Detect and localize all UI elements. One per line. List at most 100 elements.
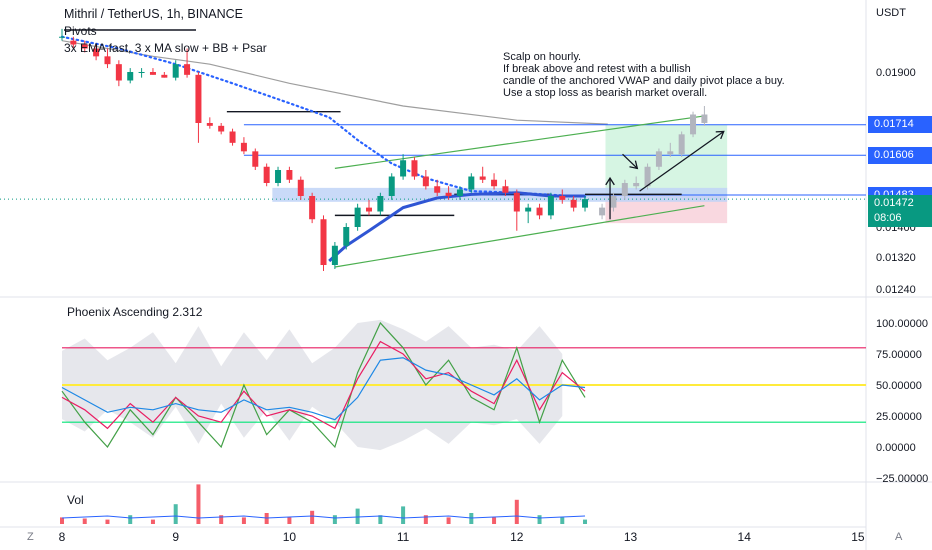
- projected-candle: [599, 207, 606, 216]
- volume-bar: [355, 508, 360, 524]
- candle: [309, 196, 316, 220]
- chart-title: Mithril / TetherUS, 1h, BINANCE: [64, 7, 243, 21]
- zoom-icon[interactable]: Z: [27, 531, 34, 543]
- oscillator-tick-label: 0.00000: [876, 442, 916, 454]
- time-tick-label: 15: [851, 530, 865, 544]
- time-axis[interactable]: 8 9 10 11 12 13 14 15: [59, 530, 865, 544]
- up-arrow-head: [605, 176, 615, 186]
- time-tick-label: 10: [283, 530, 297, 544]
- volume-bar: [105, 519, 110, 524]
- price-tick-label: 0.01240: [876, 284, 916, 296]
- volume-bar: [378, 515, 383, 524]
- candle: [286, 170, 293, 180]
- candle: [422, 176, 429, 187]
- candle: [70, 40, 77, 45]
- candle: [468, 176, 475, 190]
- candle: [218, 125, 225, 132]
- retest-arrow: [622, 153, 638, 169]
- projected-candle: [667, 151, 674, 155]
- oscillator-title[interactable]: Phoenix Ascending 2.312: [67, 305, 203, 319]
- oscillator-axis[interactable]: 100.00000 75.00000 50.00000 25.00000 0.00000…: [876, 318, 928, 485]
- candle: [206, 123, 213, 126]
- trade-zones: [272, 124, 728, 224]
- volume-bar: [173, 504, 178, 524]
- price-tag: 0.01472: [868, 195, 932, 213]
- candle: [559, 196, 566, 200]
- projected-candle: [633, 183, 640, 187]
- oscillator-series-line: [61, 357, 586, 421]
- candle: [149, 72, 156, 75]
- indicator-pivots-label[interactable]: Pivots: [64, 24, 97, 38]
- volume-bar: [241, 517, 246, 524]
- projected-candle: [610, 196, 617, 208]
- candle: [195, 74, 202, 123]
- indicator-ma-label[interactable]: 3x EMA fast, 3 x MA slow + BB + Psar: [64, 41, 267, 55]
- slow-ma-path: [61, 40, 608, 125]
- candle: [331, 245, 338, 265]
- projected-candle: [701, 114, 708, 123]
- projected-candle: [644, 166, 651, 187]
- candle: [161, 74, 168, 78]
- candle: [400, 160, 407, 177]
- volume-bar: [560, 517, 565, 524]
- slow-ma-line: [61, 40, 608, 125]
- candle: [263, 166, 270, 183]
- candle: [81, 44, 88, 49]
- candle: [479, 176, 486, 180]
- volume-ma-path: [61, 515, 586, 519]
- candle: [491, 179, 498, 187]
- candle: [138, 72, 145, 73]
- candle: [365, 207, 372, 212]
- time-tick-label: 11: [397, 530, 410, 544]
- candle: [115, 64, 122, 81]
- price-tag: 0.01606: [868, 146, 932, 164]
- candle: [240, 142, 247, 152]
- candle: [377, 196, 384, 212]
- price-tag: 0.01714: [868, 116, 932, 134]
- channel-upper-line: [334, 115, 705, 169]
- annotation-text: Scalp on hourly. If break above and rete…: [503, 51, 785, 99]
- candle: [59, 36, 65, 38]
- candle: [547, 196, 554, 216]
- volume-bar: [423, 515, 428, 524]
- oscillator-tick-label: −25.00000: [876, 473, 928, 485]
- oscillator-tick-label: 25.00000: [876, 411, 922, 423]
- candle: [456, 189, 463, 196]
- volume-pane[interactable]: [60, 484, 588, 524]
- oscillator-tick-label: 100.00000: [876, 318, 928, 330]
- volume-bar: [287, 517, 292, 524]
- candle: [93, 48, 100, 57]
- oscillator-lines: [61, 321, 586, 449]
- target-arrow-head: [715, 130, 725, 140]
- candle: [354, 207, 361, 227]
- price-channel: [334, 115, 705, 268]
- projected-candle: [678, 134, 685, 155]
- candle: [297, 179, 304, 196]
- volume-bar: [60, 517, 64, 524]
- oscillator-tick-label: 75.00000: [876, 349, 922, 361]
- annotation-line: Scalp on hourly.: [503, 51, 581, 63]
- candle: [275, 170, 282, 183]
- volume-bar: [583, 519, 588, 524]
- auto-scale-icon[interactable]: A: [895, 531, 903, 543]
- oscillator-pane[interactable]: 100.00000 75.00000 50.00000 25.00000 0.00000…: [61, 318, 928, 485]
- volume-title[interactable]: Vol: [67, 493, 84, 507]
- candle: [127, 72, 134, 81]
- price-tick-label: 0.01320: [876, 252, 916, 264]
- volume-bar: [150, 519, 155, 524]
- time-tick-label: 12: [510, 530, 524, 544]
- candle: [570, 199, 577, 208]
- candle: [411, 160, 418, 177]
- volume-bar: [219, 515, 224, 524]
- candle: [582, 199, 589, 208]
- candle: [434, 186, 441, 193]
- retest-arrow-head: [629, 160, 639, 170]
- candle: [229, 131, 236, 143]
- projected-candle: [655, 151, 662, 167]
- countdown-tag: 08:06: [868, 210, 932, 228]
- channel-lower-line: [334, 205, 705, 268]
- time-tick-label: 13: [624, 530, 638, 544]
